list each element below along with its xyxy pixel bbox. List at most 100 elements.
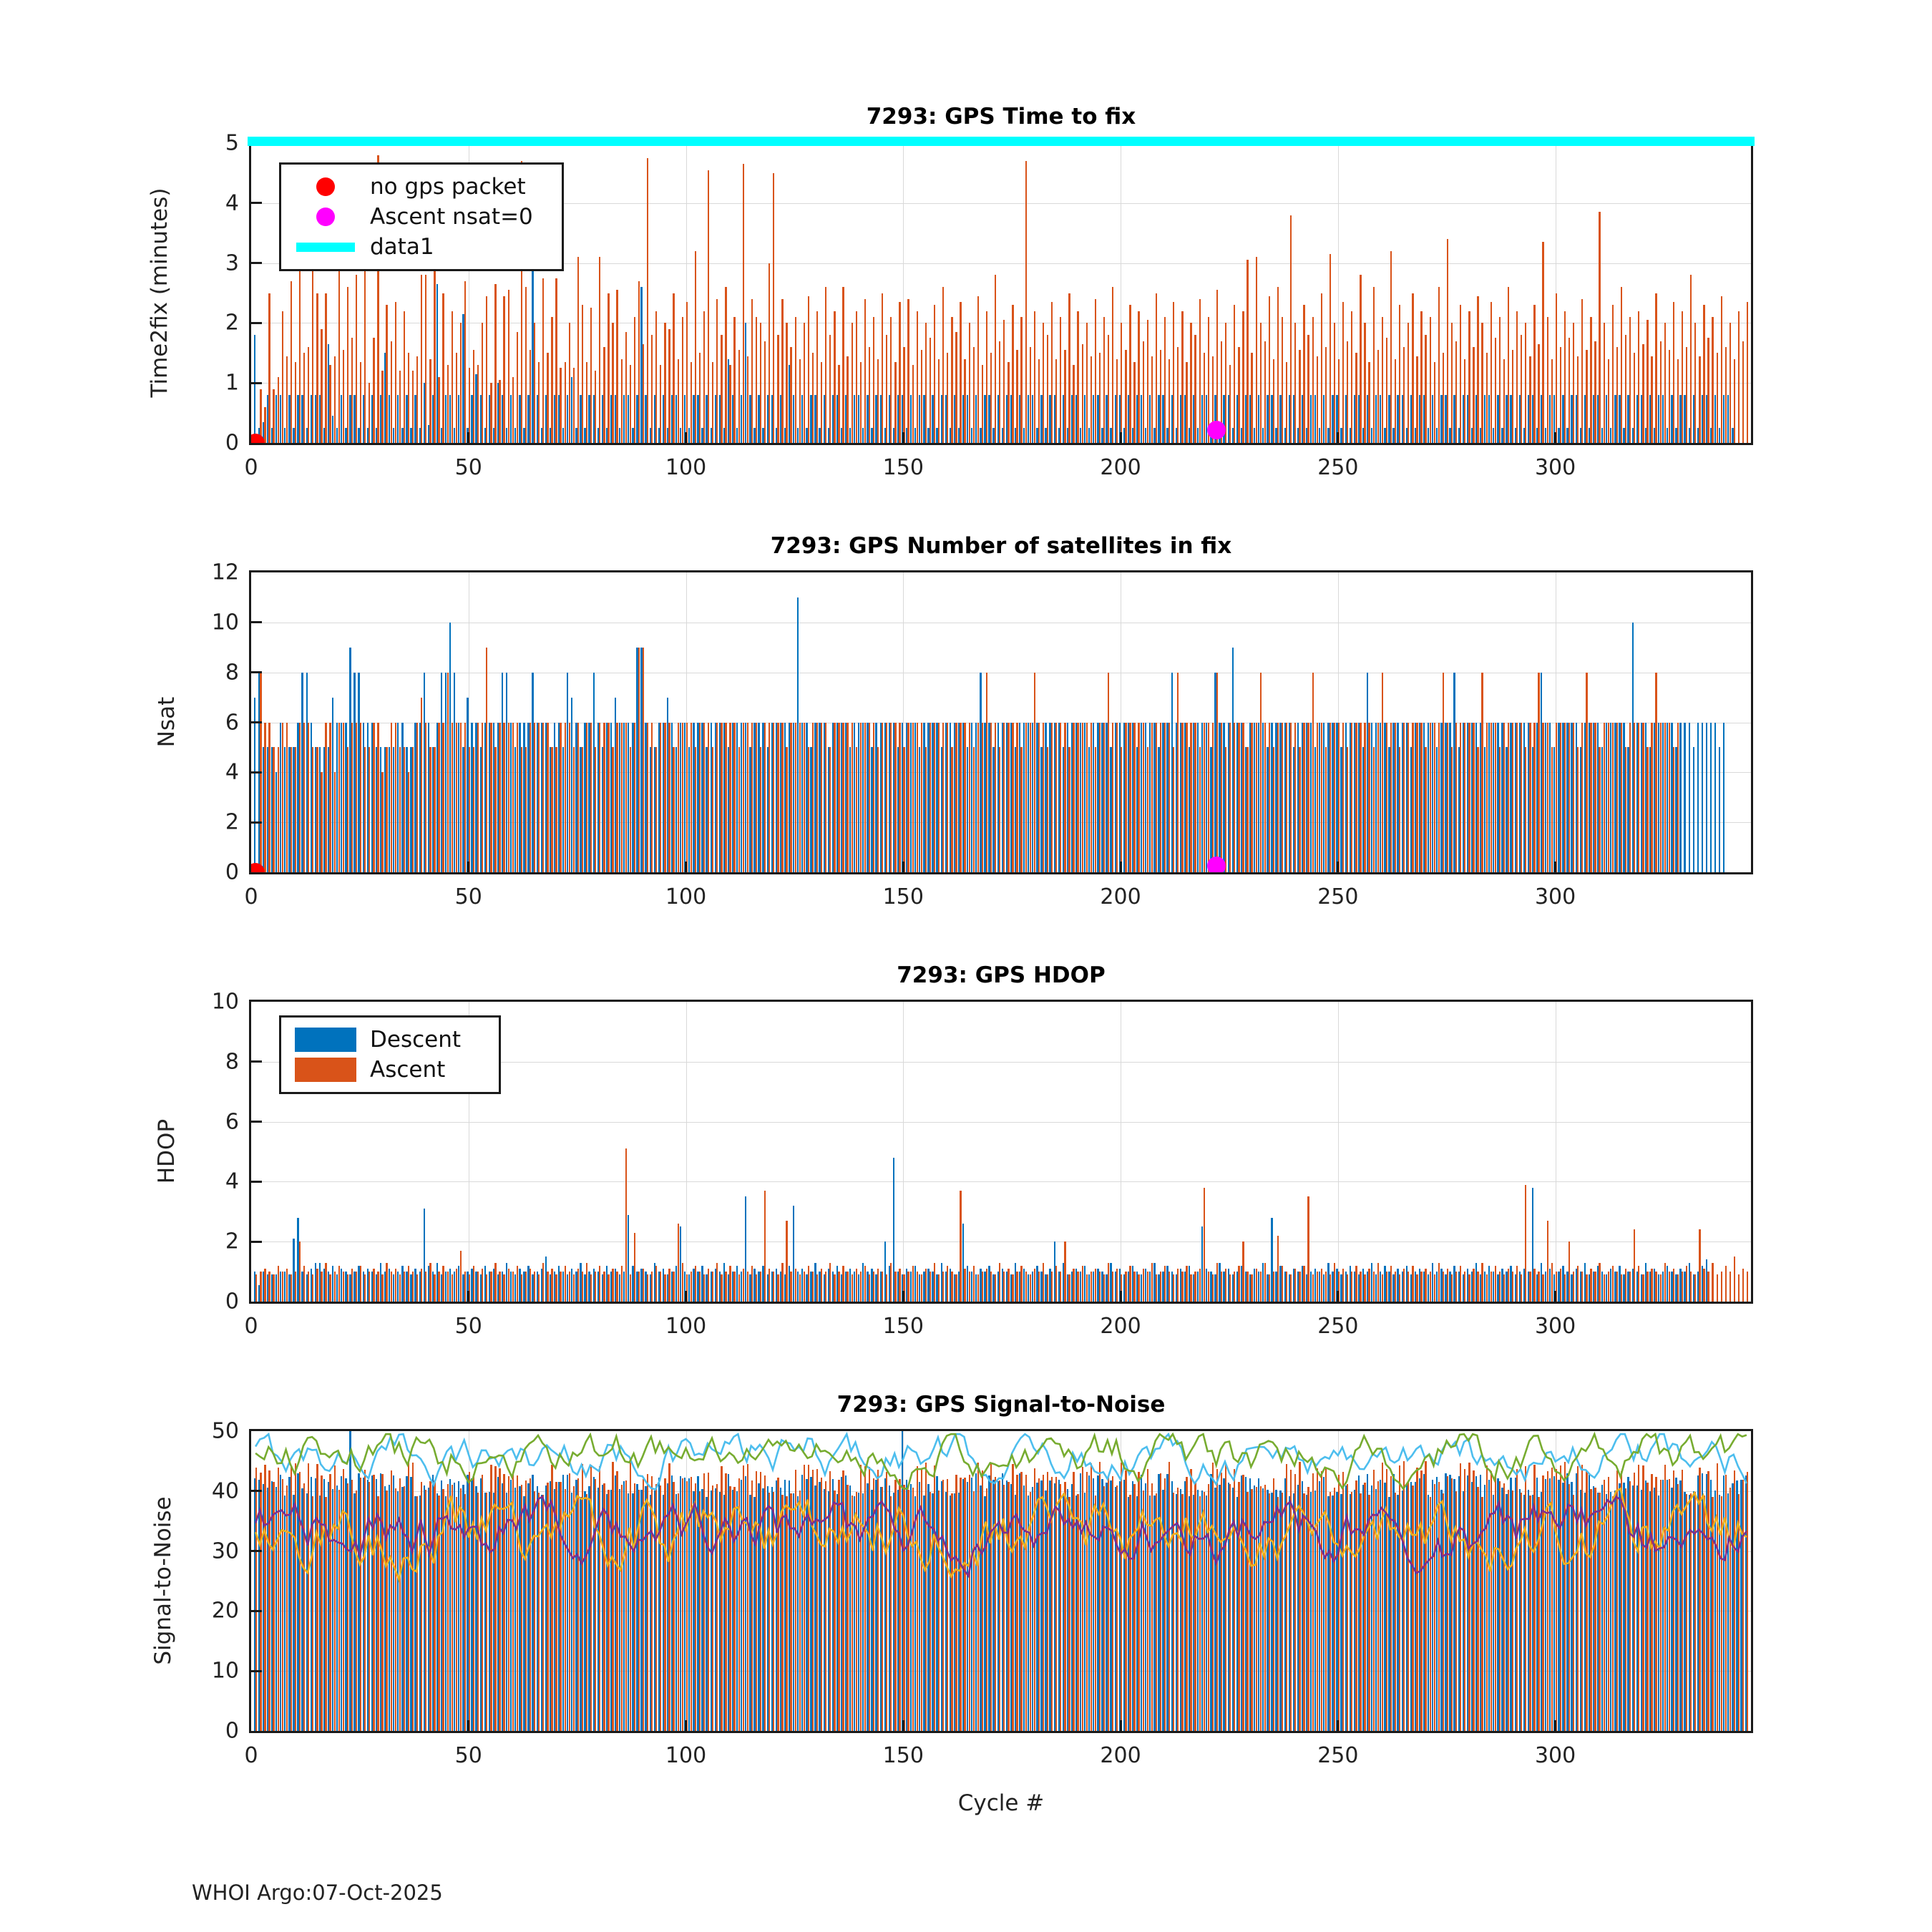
bar-ascent [1716, 1274, 1718, 1302]
bar-ascent [507, 722, 509, 872]
bar-ascent [1255, 257, 1257, 443]
bar-descent [1657, 1274, 1660, 1302]
bar-descent [1606, 394, 1608, 443]
bar-descent [749, 1495, 751, 1731]
bar-ascent [642, 1268, 645, 1302]
bar-ascent [1407, 1481, 1410, 1731]
bar-descent [492, 428, 495, 443]
bar-descent [1540, 1262, 1543, 1302]
gridline-y [251, 383, 1751, 384]
bar-descent [1371, 722, 1373, 872]
bar-descent [297, 722, 299, 872]
bar-ascent [929, 1491, 932, 1731]
bar-descent [545, 1257, 547, 1302]
bar-ascent [651, 722, 653, 872]
bar-ascent [1629, 722, 1631, 872]
bar-ascent [1272, 358, 1275, 443]
bar-ascent [577, 722, 580, 872]
bar-descent [1288, 722, 1290, 872]
bar-ascent [1294, 323, 1297, 443]
bar-ascent [520, 1484, 523, 1731]
bar-descent [758, 1272, 760, 1302]
bar-descent [510, 722, 512, 872]
bar-descent [1549, 394, 1551, 443]
bar-ascent [842, 722, 844, 872]
bar-descent [827, 428, 829, 443]
bar-descent [675, 747, 678, 872]
bar-descent [1240, 428, 1243, 443]
bar-descent [1297, 722, 1299, 872]
bar-ascent [1429, 317, 1431, 443]
bar-ascent [842, 287, 844, 443]
bar-ascent [872, 1272, 875, 1302]
bar-descent [1110, 747, 1112, 872]
bar-ascent [764, 722, 766, 872]
y-tick-mark [249, 1180, 262, 1183]
bar-ascent [255, 1274, 258, 1302]
bar-descent [910, 1483, 912, 1731]
bar-ascent [1529, 1272, 1531, 1302]
bar-descent [1175, 1494, 1177, 1731]
bar-ascent [1664, 1262, 1666, 1302]
bar-descent [1210, 747, 1212, 872]
bar-ascent [1655, 1272, 1657, 1302]
x-tick-mark [685, 432, 688, 445]
bar-descent [684, 1272, 686, 1302]
bar-ascent [1516, 1468, 1518, 1731]
bar-descent [349, 1274, 351, 1302]
bar-descent [840, 722, 843, 872]
bar-ascent [438, 1496, 440, 1731]
bar-ascent [725, 1473, 727, 1731]
bar-descent [949, 428, 951, 443]
bar-ascent [490, 1465, 492, 1731]
bar-descent [410, 1477, 412, 1731]
bar-descent [1640, 1490, 1642, 1731]
bar-descent [1093, 394, 1095, 443]
bar-ascent [1281, 1493, 1284, 1731]
bar-descent [488, 722, 491, 872]
bar-ascent [838, 722, 840, 872]
bar-descent [1705, 1259, 1708, 1302]
y-tick-label: 2 [225, 310, 239, 336]
bar-ascent [1716, 1463, 1718, 1731]
bar-ascent [1677, 1483, 1679, 1731]
bar-descent [1506, 394, 1508, 443]
bar-descent [741, 1480, 743, 1731]
bar-ascent [1655, 1476, 1657, 1731]
bar-descent [675, 1493, 678, 1731]
bar-ascent [985, 1488, 988, 1731]
bar-ascent [1672, 747, 1675, 872]
bar-descent [628, 394, 630, 443]
bar-descent [431, 747, 434, 872]
bar-descent [1732, 1483, 1734, 1731]
bar-descent [745, 323, 747, 443]
bar-ascent [455, 722, 457, 872]
bar-ascent [1460, 305, 1462, 443]
bar-descent [314, 1262, 316, 1302]
bar-ascent [620, 358, 623, 443]
x-tick-label: 300 [1534, 1743, 1576, 1768]
bar-descent [701, 1488, 703, 1731]
bar-ascent [472, 1474, 475, 1731]
bar-descent [501, 1272, 504, 1302]
bar-ascent [794, 317, 796, 443]
bar-ascent [377, 1496, 379, 1731]
bar-ascent [1464, 1272, 1466, 1302]
bar-ascent [1351, 722, 1353, 872]
bar-descent [1070, 1272, 1073, 1302]
bar-ascent [1042, 323, 1045, 443]
bar-ascent [877, 358, 879, 443]
bar-descent [323, 1268, 326, 1302]
bar-ascent [1651, 356, 1653, 443]
bar-descent [701, 1265, 703, 1302]
bar-ascent [451, 1274, 453, 1302]
bar-descent [1562, 1265, 1564, 1302]
bar-ascent [907, 1272, 909, 1302]
bar-descent [1649, 394, 1652, 443]
bar-descent [1479, 428, 1482, 443]
bar-descent [827, 1268, 829, 1302]
bar-ascent [1659, 341, 1662, 443]
bar-ascent [1681, 311, 1684, 443]
bar-ascent [794, 1268, 796, 1302]
magenta-dot-icon [291, 208, 360, 226]
